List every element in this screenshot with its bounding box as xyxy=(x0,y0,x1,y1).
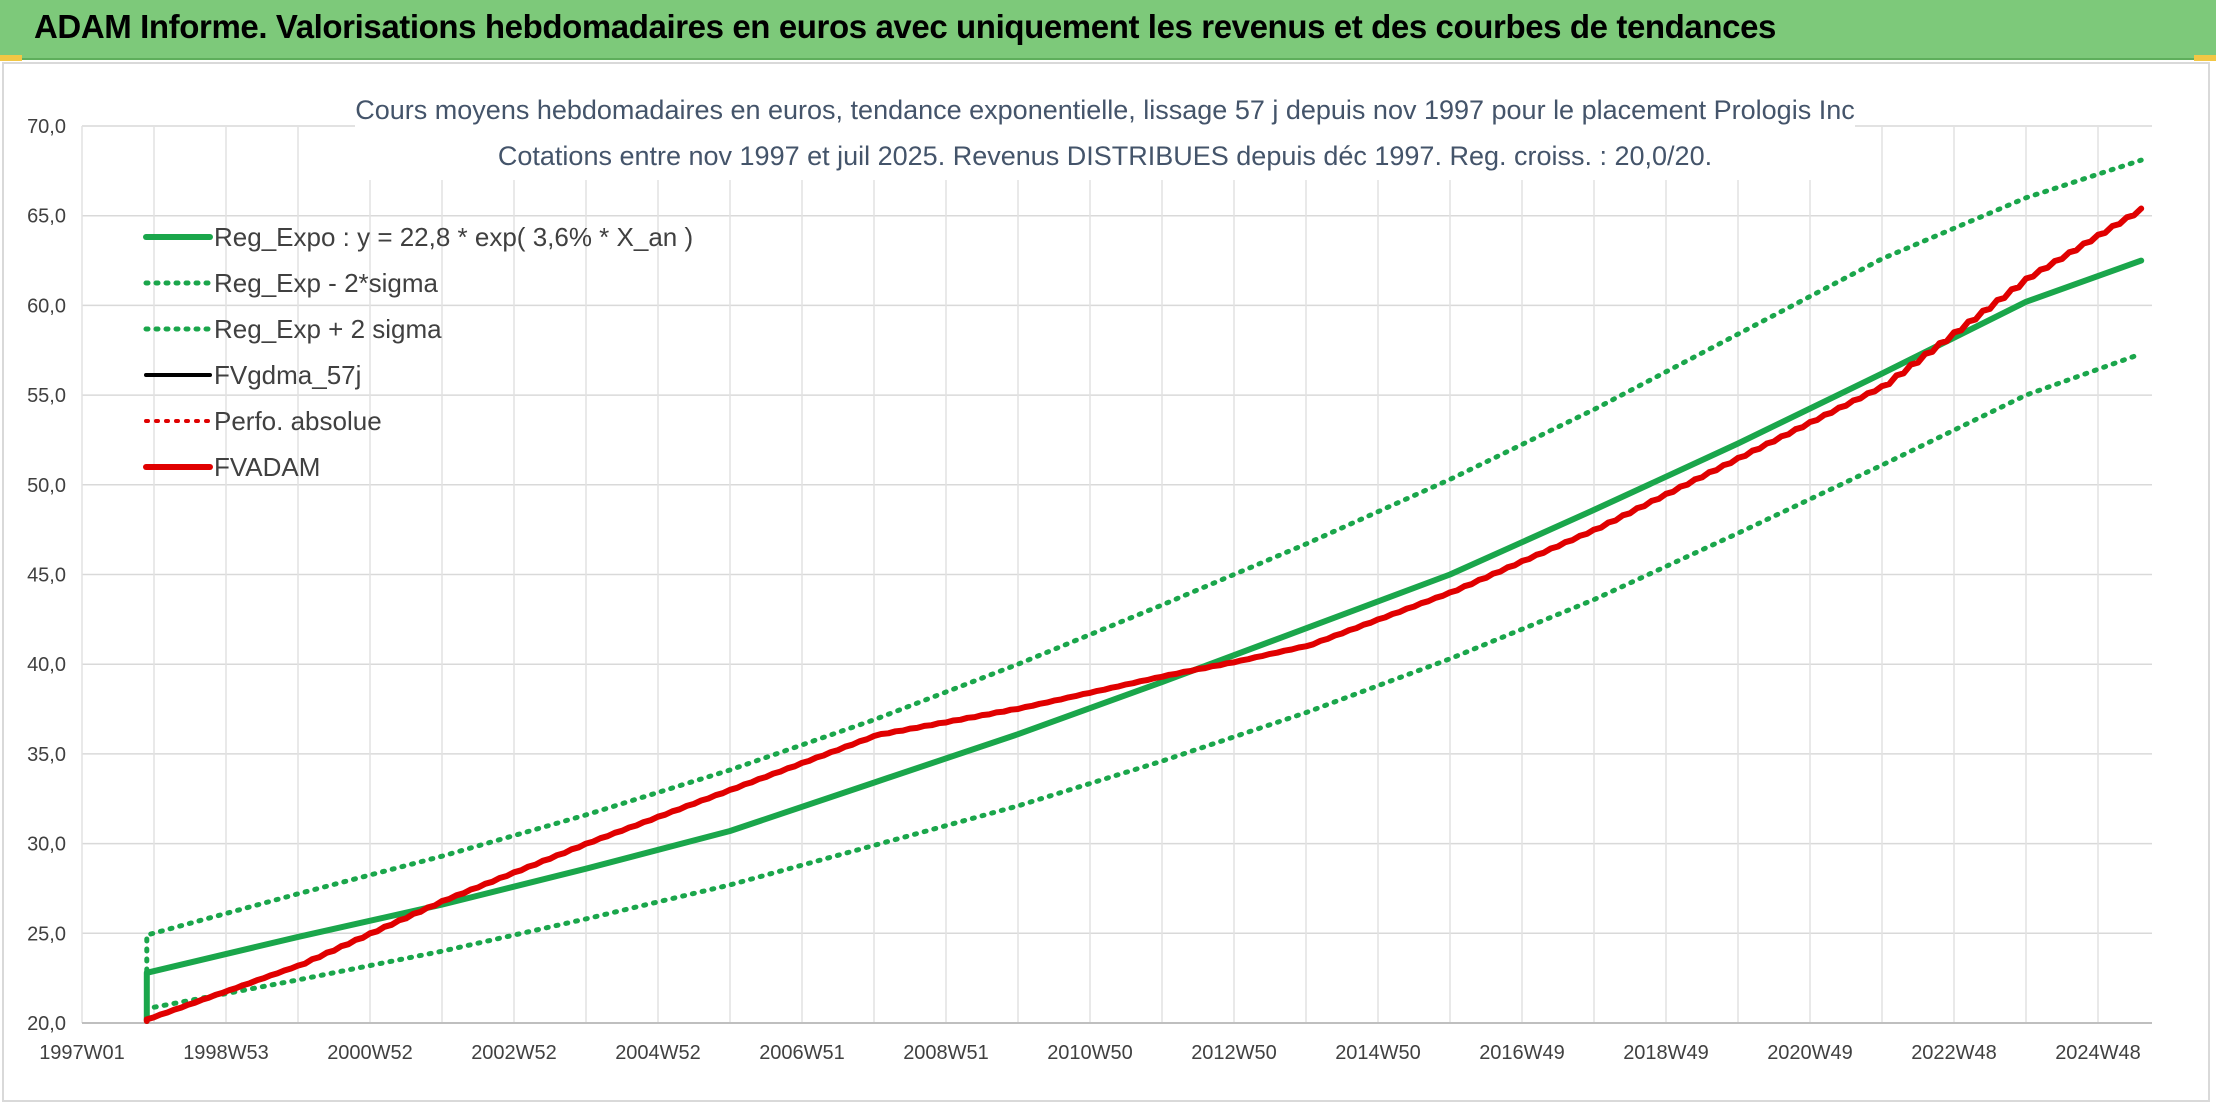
x-tick-label: 1997W01 xyxy=(39,1042,125,1064)
y-tick-label: 30,0 xyxy=(27,834,66,856)
x-tick-label: 2014W50 xyxy=(1335,1042,1421,1064)
series-line-1 xyxy=(144,351,2144,1024)
y-tick-label: 25,0 xyxy=(27,923,66,945)
x-tick-label: 2018W49 xyxy=(1623,1042,1709,1064)
x-tick-label: 2020W49 xyxy=(1767,1042,1853,1064)
gridlines xyxy=(81,125,2152,1024)
chart-title: Cours moyens hebdomadaires en euros, ten… xyxy=(355,95,1854,125)
x-tick-label: 2000W52 xyxy=(327,1042,413,1064)
report-title: ADAM Informe. Valorisations hebdomadaire… xyxy=(34,8,1776,45)
y-tick-label: 45,0 xyxy=(27,565,66,587)
y-tick-label: 40,0 xyxy=(27,654,66,676)
y-tick-label: 20,0 xyxy=(27,1013,66,1035)
chart-subtitle: Cotations entre nov 1997 et juil 2025. R… xyxy=(498,141,1712,171)
y-tick-label: 50,0 xyxy=(27,475,66,497)
x-tick-label: 1998W53 xyxy=(183,1042,269,1064)
x-tick-label: 2006W51 xyxy=(759,1042,845,1064)
series-line-0 xyxy=(143,257,2145,1024)
y-tick-label: 65,0 xyxy=(27,206,66,228)
x-tick-label: 2016W49 xyxy=(1479,1042,1565,1064)
x-tick-label: 2010W50 xyxy=(1047,1042,1133,1064)
x-tick-label: 2008W51 xyxy=(903,1042,989,1064)
series-line-2 xyxy=(144,157,2144,1024)
y-tick-label: 70,0 xyxy=(27,116,66,138)
x-tick-label: 2004W52 xyxy=(615,1042,701,1064)
legend-label: Perfo. absolue xyxy=(214,406,382,436)
legend-label: Reg_Expo : y = 22,8 * exp( 3,6% * X_an ) xyxy=(214,222,693,252)
y-tick-label: 55,0 xyxy=(27,385,66,407)
title-background xyxy=(355,86,1855,180)
y-tick-label: 60,0 xyxy=(27,295,66,317)
x-tick-label: 2024W48 xyxy=(2055,1042,2141,1064)
x-tick-label: 2002W52 xyxy=(471,1042,557,1064)
corner-marker-left xyxy=(0,55,22,61)
x-tick-label: 2012W50 xyxy=(1191,1042,1277,1064)
legend-label: FVgdma_57j xyxy=(214,360,361,390)
corner-marker-right xyxy=(2194,55,2216,61)
series-line-5 xyxy=(143,205,2145,1024)
report-banner: ADAM Informe. Valorisations hebdomadaire… xyxy=(0,0,2216,60)
legend-label: Reg_Exp + 2 sigma xyxy=(214,314,442,344)
legend: Reg_Expo : y = 22,8 * exp( 3,6% * X_an )… xyxy=(143,222,693,482)
legend-label: FVADAM xyxy=(214,452,320,482)
axes: 20,0 25,0 30,0 35,0 40,0 45,0 50,0 55,0 60,0 65,0… xyxy=(27,116,2152,1064)
x-tick-label: 2022W48 xyxy=(1911,1042,1997,1064)
legend-label: Reg_Exp - 2*sigma xyxy=(214,268,439,298)
series-lines xyxy=(143,157,2145,1024)
y-tick-label: 35,0 xyxy=(27,744,66,766)
